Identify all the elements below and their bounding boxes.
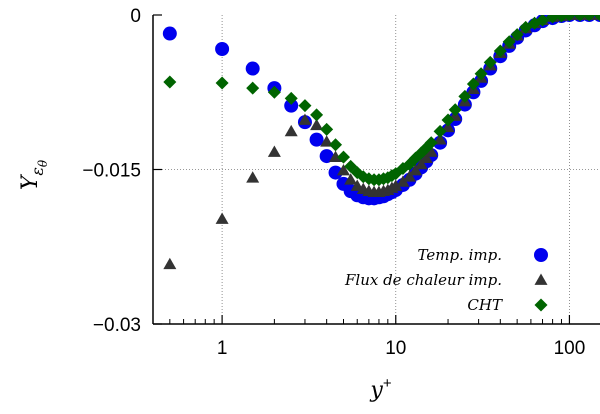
data-point-diamond xyxy=(329,138,343,152)
data-point-diamond xyxy=(298,99,312,113)
y-axis-title-main: Y xyxy=(18,173,43,190)
svg-text:Yεθ: Yεθ xyxy=(18,159,50,190)
data-point-circle xyxy=(245,61,260,76)
data-point-diamond xyxy=(502,35,516,49)
data-point-diamond xyxy=(466,77,480,91)
legend: Temp. imp. Flux de chaleur imp. CHT xyxy=(344,246,548,314)
legend-entry: Temp. imp. xyxy=(418,246,548,264)
y-axis-title-subscript: ε xyxy=(28,167,47,176)
legend-label: Flux de chaleur imp. xyxy=(344,271,502,289)
data-point-triangle xyxy=(215,212,229,224)
data-point-triangle xyxy=(433,133,447,145)
data-point-diamond xyxy=(284,91,298,105)
x-axis-title-superscript: + xyxy=(383,375,392,392)
grid-lines xyxy=(153,15,600,324)
y-axis-title: Yεθ xyxy=(18,159,50,190)
x-axis-title-main: y xyxy=(369,378,383,403)
data-point-diamond xyxy=(519,20,533,34)
data-point-triangle xyxy=(396,175,410,187)
data-point-diamond xyxy=(215,76,229,90)
y-tick-label: 0 xyxy=(130,6,141,27)
legend-entry: Flux de chaleur imp. xyxy=(344,271,548,289)
legend-label: Temp. imp. xyxy=(418,246,502,264)
data-point-triangle xyxy=(389,179,403,191)
data-point-circle xyxy=(319,149,334,164)
data-point-diamond xyxy=(483,55,497,69)
x-tick-label: 1 xyxy=(217,338,228,359)
legend-label: CHT xyxy=(467,296,503,314)
x-tick-label: 10 xyxy=(385,338,406,359)
y-tick-label: −0.015 xyxy=(82,161,141,182)
axes-frame xyxy=(152,14,600,325)
data-point-triangle xyxy=(336,164,350,176)
data-point-triangle xyxy=(403,170,417,182)
data-point-diamond xyxy=(433,124,447,138)
data-point-triangle xyxy=(163,257,177,270)
data-point-diamond xyxy=(441,113,455,127)
data-point-triangle xyxy=(320,135,334,147)
data-point-circle xyxy=(284,98,299,113)
legend-marker-diamond xyxy=(534,298,548,312)
data-point-diamond xyxy=(246,81,260,95)
data-point-diamond xyxy=(573,15,587,22)
data-point-diamond xyxy=(536,15,550,27)
data-point-triangle xyxy=(344,173,358,185)
data-point-diamond xyxy=(336,150,350,164)
data-point-diamond xyxy=(310,108,324,122)
y-tick-label: −0.03 xyxy=(93,315,141,336)
data-point-triangle xyxy=(419,151,433,164)
legend-marker-triangle xyxy=(534,273,548,285)
data-point-circle xyxy=(215,41,230,56)
data-point-circle xyxy=(328,165,343,180)
data-point-diamond xyxy=(267,85,281,99)
x-tick-label: 100 xyxy=(554,338,586,359)
data-point-triangle xyxy=(246,171,260,183)
data-point-diamond xyxy=(163,75,177,89)
data-point-diamond xyxy=(448,103,462,117)
data-point-diamond xyxy=(493,44,507,58)
data-point-triangle xyxy=(409,164,423,176)
y-axis-title-subsubscript: θ xyxy=(36,159,50,167)
data-point-diamond xyxy=(320,122,334,136)
series-3 xyxy=(163,15,600,187)
data-point-diamond xyxy=(458,89,472,103)
x-axis-title: y+ xyxy=(369,375,391,403)
data-point-diamond xyxy=(593,15,600,22)
data-points xyxy=(162,15,600,270)
data-point-triangle xyxy=(284,124,298,137)
data-point-triangle xyxy=(310,118,324,131)
tick-labels: 1 10 100 0 −0.015 −0.03 xyxy=(82,6,585,359)
data-point-diamond xyxy=(546,15,560,24)
data-point-diamond xyxy=(554,15,568,23)
data-point-diamond xyxy=(424,136,438,150)
data-point-triangle xyxy=(298,113,312,125)
data-point-diamond xyxy=(510,28,524,42)
data-point-triangle xyxy=(267,145,281,157)
data-point-triangle xyxy=(424,145,438,157)
data-point-circle xyxy=(309,132,324,147)
data-point-triangle xyxy=(414,157,428,170)
data-point-triangle xyxy=(329,150,343,163)
legend-marker-circle xyxy=(534,248,548,262)
data-point-diamond xyxy=(562,15,576,22)
legend-entry: CHT xyxy=(467,296,548,314)
data-point-diamond xyxy=(474,67,488,81)
data-point-circle xyxy=(162,26,177,41)
data-point-diamond xyxy=(582,15,596,22)
